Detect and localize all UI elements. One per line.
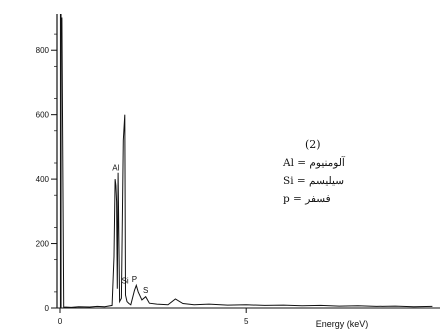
legend-line-si: Si = سيليسم bbox=[283, 175, 344, 187]
element-legend: (2) Al = آلومنيوم Si = سيليسم p = فسفر bbox=[282, 138, 346, 205]
y-tick-label: 400 bbox=[36, 175, 50, 184]
peak-label: Al bbox=[112, 164, 119, 173]
legend-line-p: p = فسفر bbox=[283, 193, 331, 205]
axes bbox=[56, 14, 440, 309]
peak-label: P bbox=[132, 275, 137, 284]
peak-labels: Al Si PS bbox=[112, 164, 148, 295]
x-axis-label: Energy (keV) bbox=[316, 319, 369, 329]
y-tick-label: 200 bbox=[36, 240, 50, 249]
x-tick-label: 0 bbox=[58, 317, 63, 326]
legend-line-al: Al = آلومنيوم bbox=[282, 156, 346, 169]
peak-label: Si bbox=[122, 276, 129, 285]
legend-title: (2) bbox=[305, 138, 321, 151]
y-tick-label: 600 bbox=[36, 111, 50, 120]
peak-label: S bbox=[143, 286, 148, 295]
y-tick-label: 800 bbox=[36, 46, 50, 55]
x-tick-label: 5 bbox=[244, 317, 249, 326]
spectrum-line bbox=[60, 17, 433, 308]
spectrum-series bbox=[59, 14, 433, 308]
y-axis-ticks: 0 200 400 600 800 bbox=[36, 33, 57, 313]
y-tick-label: 0 bbox=[45, 304, 50, 313]
